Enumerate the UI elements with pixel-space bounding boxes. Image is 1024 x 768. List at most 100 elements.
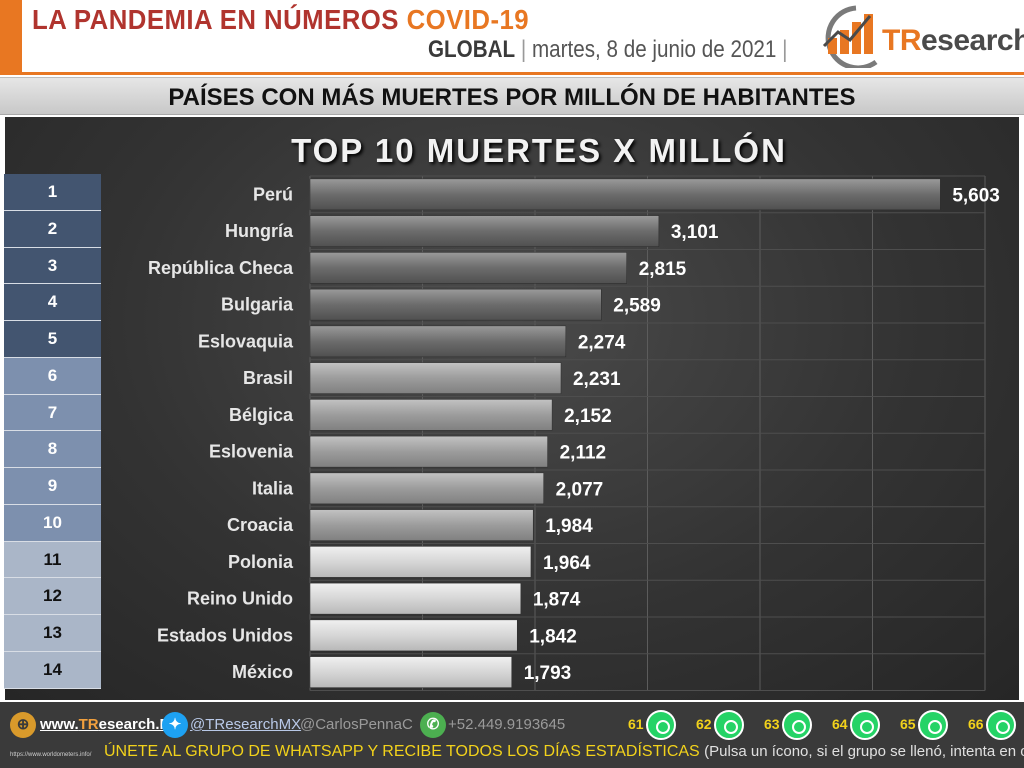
- value-label: 1,964: [543, 553, 591, 574]
- rank-cell: 1: [4, 174, 101, 211]
- bar-6: [309, 362, 562, 394]
- website-prefix: www.: [40, 716, 79, 733]
- whatsapp-icon[interactable]: [714, 710, 744, 740]
- whatsapp-group-number: 65: [900, 716, 916, 732]
- whatsapp-cta-text: ÚNETE AL GRUPO DE WHATSAPP Y RECIBE TODO…: [104, 743, 700, 760]
- whatsapp-icon[interactable]: [782, 710, 812, 740]
- header-separator-end: |: [782, 36, 788, 63]
- rank-cell: 3: [4, 247, 101, 285]
- category-label: Croacia: [227, 515, 294, 535]
- bar-10: [309, 509, 534, 541]
- bar-5: [309, 325, 567, 358]
- chart-labels: Perú 5,603 Hungría 3,101 República Checa 2,81…: [148, 184, 1000, 684]
- logo-wordmark-tr: TR: [882, 24, 922, 57]
- bar-4: [309, 288, 602, 321]
- header-title: LA PANDEMIA EN NÚMEROS COVID-19: [32, 4, 529, 36]
- category-label: República Checa: [148, 258, 294, 278]
- value-label: 2,231: [573, 369, 621, 390]
- value-label: 2,112: [560, 443, 607, 464]
- value-label: 2,815: [639, 259, 687, 280]
- value-label: 2,589: [613, 296, 661, 317]
- header-scope: GLOBAL: [428, 36, 516, 63]
- value-label: 2,077: [556, 479, 604, 500]
- rank-cell: 5: [4, 321, 101, 358]
- category-label: Brasil: [243, 368, 293, 388]
- value-label: 2,274: [578, 332, 626, 353]
- logo-wordmark: TResearch: [882, 24, 1024, 58]
- whatsapp-icon[interactable]: [646, 710, 676, 740]
- value-label: 3,101: [671, 222, 719, 243]
- bar-7: [309, 399, 553, 431]
- category-label: Reino Unido: [187, 589, 293, 609]
- category-label: Bélgica: [229, 405, 294, 425]
- category-label: Eslovenia: [209, 442, 294, 462]
- header-title-covid: COVID-19: [406, 4, 530, 35]
- value-label: 1,874: [533, 590, 581, 611]
- bar-14: [309, 656, 512, 688]
- rank-cell: 12: [4, 578, 101, 615]
- whatsapp-cta-note: (Pulsa un ícono, si el grupo se llenó, i…: [704, 743, 1024, 760]
- whatsapp-group-number: 61: [628, 716, 644, 732]
- category-label: Italia: [252, 478, 294, 498]
- author-handle: @CarlosPennaC: [300, 716, 413, 733]
- tresearch-logo-icon: [822, 5, 878, 68]
- whatsapp-group-number: 66: [968, 716, 984, 732]
- category-label: México: [232, 662, 293, 682]
- whatsapp-group-number: 62: [696, 716, 712, 732]
- bar-9: [309, 472, 544, 505]
- twitter-icon[interactable]: ✦: [162, 712, 188, 738]
- header-title-main: LA PANDEMIA EN NÚMEROS: [32, 4, 399, 35]
- header-subline: GLOBAL | martes, 8 de junio de 2021 |: [428, 36, 787, 64]
- bar-12: [309, 582, 522, 615]
- whatsapp-group-number: 63: [764, 716, 780, 732]
- category-label: Polonia: [228, 552, 294, 572]
- globe-icon: ⊕: [10, 712, 36, 738]
- bar-11: [309, 546, 532, 578]
- rank-cell: 7: [4, 394, 101, 432]
- whatsapp-icon[interactable]: [918, 710, 948, 740]
- website-suffix: esearch.Mx: [98, 716, 181, 733]
- chart-title: TOP 10 MUERTES X MILLÓN: [291, 132, 787, 169]
- website-highlight: TR: [78, 716, 99, 733]
- bar-1: [309, 178, 941, 211]
- header-rule: [0, 72, 1024, 75]
- bar-2: [309, 215, 660, 247]
- rank-cell: 9: [4, 468, 101, 505]
- bar-3: [309, 252, 627, 284]
- chart-bars: [309, 178, 941, 688]
- category-label: Hungría: [225, 221, 294, 241]
- subtitle-text: PAÍSES CON MÁS MUERTES POR MILLÓN DE HAB…: [168, 84, 856, 111]
- rank-cell: 2: [4, 210, 101, 248]
- bar-13: [309, 619, 518, 652]
- whatsapp-cta: ÚNETE AL GRUPO DE WHATSAPP Y RECIBE TODO…: [104, 743, 1024, 761]
- category-label: Eslovaquia: [198, 331, 294, 351]
- header-separator: |: [520, 36, 527, 63]
- rank-cell: 11: [4, 541, 101, 579]
- value-label: 5,603: [952, 185, 1000, 206]
- value-label: 2,152: [564, 406, 612, 427]
- category-label: Estados Unidos: [157, 625, 293, 645]
- rank-cell: 14: [4, 651, 101, 689]
- value-label: 1,984: [545, 516, 593, 537]
- header-date: martes, 8 de junio de 2021: [531, 36, 777, 63]
- bar-8: [309, 435, 548, 468]
- rank-cell: 4: [4, 284, 101, 321]
- twitter-handle-link[interactable]: @TResearchMX: [190, 716, 302, 733]
- category-label: Perú: [253, 184, 293, 204]
- phone-icon: ✆: [420, 712, 446, 738]
- header-accent-bar: [0, 0, 22, 74]
- whatsapp-group-number: 64: [832, 716, 848, 732]
- whatsapp-icon[interactable]: [850, 710, 880, 740]
- bar-chart: Perú 5,603 Hungría 3,101 República Checa 2,81…: [147, 175, 1000, 691]
- source-url: https://www.worldometers.info/: [10, 752, 92, 758]
- rank-cell: 13: [4, 615, 101, 652]
- rank-cell: 10: [4, 504, 101, 542]
- category-label: Bulgaria: [221, 295, 294, 315]
- website-link[interactable]: www.TResearch.Mx: [40, 714, 180, 736]
- subtitle-band: [0, 77, 1024, 115]
- whatsapp-icon[interactable]: [986, 710, 1016, 740]
- phone-number: +52.449.9193645: [448, 716, 566, 733]
- value-label: 1,793: [524, 663, 572, 684]
- rank-cell: 6: [4, 357, 101, 395]
